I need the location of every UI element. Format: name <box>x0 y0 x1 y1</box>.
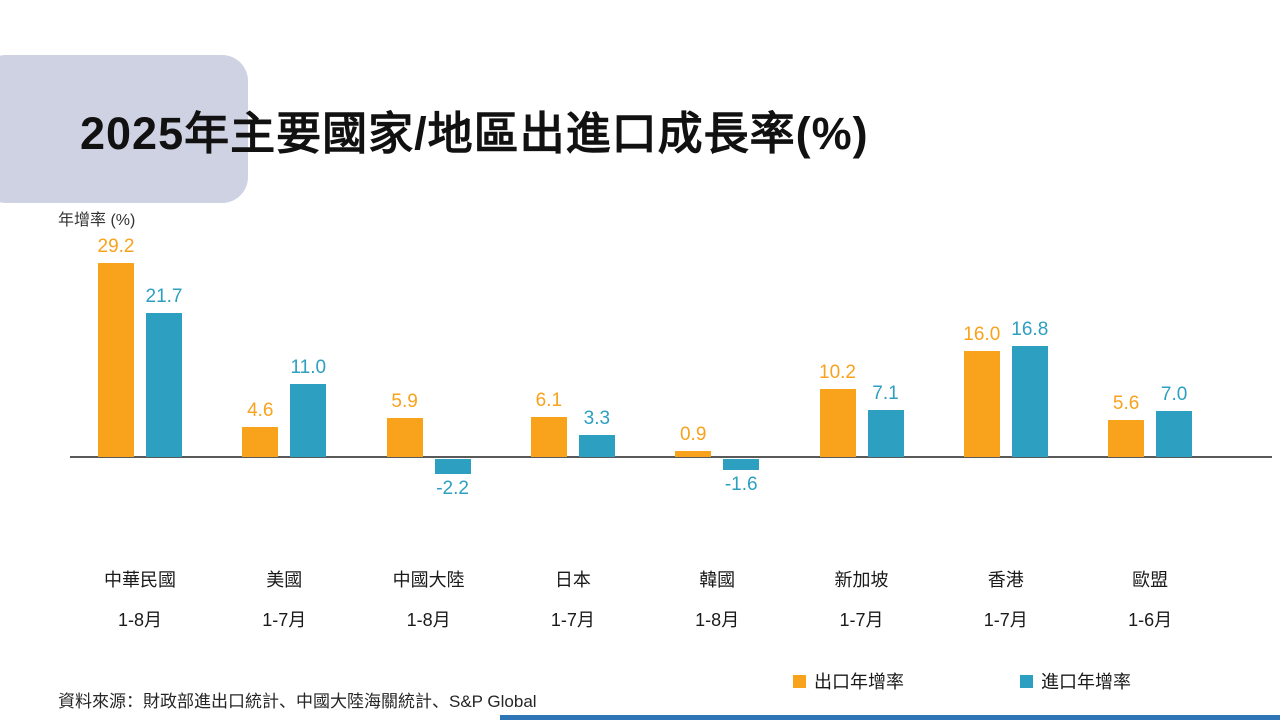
export-bar-韓國 <box>675 451 712 457</box>
category-label-中華民國: 中華民國 <box>104 570 176 590</box>
import-value-label-中華民國: 21.7 <box>145 286 183 308</box>
period-label-美國: 1-7月 <box>262 610 307 630</box>
category-label-美國: 美國 <box>266 570 303 590</box>
bottom-accent-line <box>500 715 1280 720</box>
period-label-日本: 1-7月 <box>550 610 595 630</box>
import-value-label-香港: 16.8 <box>1011 318 1049 340</box>
import-legend-label: 進口年增率 <box>1041 672 1131 692</box>
import-value-label-美國: 11.0 <box>290 357 327 379</box>
import-value-label-新加坡: 7.1 <box>872 382 899 404</box>
export-bar-歐盟 <box>1108 419 1145 457</box>
import-value-label-日本: 3.3 <box>583 408 611 430</box>
export-value-label-中國大陸: 5.9 <box>391 390 418 412</box>
period-label-中國大陸: 1-8月 <box>406 610 451 630</box>
import-value-label-歐盟: 7.0 <box>1160 383 1188 405</box>
import-legend-swatch-icon <box>1020 674 1033 688</box>
import-bar-歐盟 <box>1156 410 1193 457</box>
y-axis-label: 年增率 (%) <box>58 212 136 229</box>
category-label-韓國: 韓國 <box>699 570 736 590</box>
category-label-新加坡: 新加坡 <box>834 570 889 590</box>
export-value-label-中華民國: 29.2 <box>97 236 135 258</box>
export-value-label-美國: 4.6 <box>247 399 274 421</box>
legend-item-export: 出口年增率 <box>793 668 904 694</box>
export-legend-swatch-icon <box>793 674 806 688</box>
category-label-香港: 香港 <box>987 570 1024 590</box>
x-axis-line <box>70 456 1272 458</box>
period-label-歐盟: 1-6月 <box>1128 610 1173 630</box>
export-bar-新加坡 <box>819 389 856 457</box>
export-bar-中華民國 <box>98 263 134 457</box>
category-label-日本: 日本 <box>554 570 591 590</box>
import-bar-中華民國 <box>146 313 182 457</box>
export-value-label-歐盟: 5.6 <box>1112 392 1140 414</box>
export-bar-美國 <box>242 426 279 457</box>
slide-title: 2025年主要國家/地區出進口成長率(%) <box>80 108 869 159</box>
title-background-shape <box>0 55 248 203</box>
source-note: 資料來源：財政部進出口統計、中國大陸海關統計、S&P Global <box>58 692 537 711</box>
import-bar-日本 <box>578 435 615 457</box>
period-label-中華民國: 1-8月 <box>117 610 162 630</box>
export-bar-中國大陸 <box>386 417 423 457</box>
period-label-新加坡: 1-7月 <box>839 610 884 630</box>
export-value-label-日本: 6.1 <box>535 389 563 411</box>
export-bar-日本 <box>530 416 567 457</box>
category-label-中國大陸: 中國大陸 <box>392 570 465 590</box>
export-value-label-新加坡: 10.2 <box>819 362 856 384</box>
legend-item-import: 進口年增率 <box>1020 668 1131 694</box>
import-bar-韓國 <box>723 459 760 470</box>
import-bar-中國大陸 <box>434 459 471 474</box>
import-value-label-中國大陸: -2.2 <box>436 477 469 499</box>
export-bar-香港 <box>963 350 1000 457</box>
period-label-香港: 1-7月 <box>983 610 1028 630</box>
import-bar-香港 <box>1011 345 1048 457</box>
chart-legend: 出口年增率 進口年增率 <box>793 668 1131 694</box>
export-value-label-香港: 16.0 <box>963 323 1001 345</box>
import-bar-美國 <box>290 384 327 457</box>
export-value-label-韓國: 0.9 <box>679 424 707 446</box>
import-value-label-韓國: -1.6 <box>724 473 758 495</box>
period-label-韓國: 1-8月 <box>695 610 740 630</box>
category-label-歐盟: 歐盟 <box>1132 570 1169 590</box>
export-legend-label: 出口年增率 <box>814 672 904 692</box>
import-bar-新加坡 <box>867 409 904 457</box>
